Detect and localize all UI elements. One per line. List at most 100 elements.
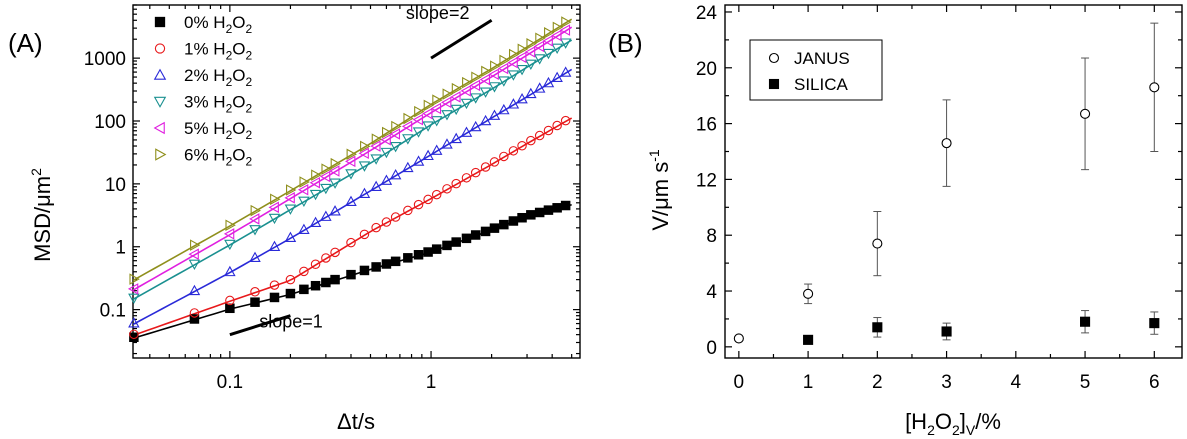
marker-series-4 [533, 40, 545, 53]
marker-series-0 [359, 265, 370, 276]
marker-series-2 [533, 82, 546, 93]
marker-bg [1080, 109, 1090, 119]
marker-series-5 [442, 88, 453, 100]
point-janus-1 [803, 288, 814, 299]
marker-series-5 [190, 239, 201, 251]
x-tick-label: 5 [1080, 372, 1091, 393]
marker-series-0 [508, 216, 519, 226]
marker-series-2 [128, 317, 140, 328]
panel-b-y-axis-label-sup: -1 [646, 149, 662, 162]
marker-series-5 [403, 112, 414, 125]
marker-series-0 [526, 210, 536, 220]
marker-series-5 [299, 176, 310, 188]
marker-series-0 [423, 247, 433, 257]
marker-series-5 [526, 38, 537, 50]
y-tick-label: 100 [94, 112, 126, 133]
marker-series-1 [310, 259, 321, 270]
marker-series-1 [431, 189, 442, 200]
legend-label-part: 2 [246, 155, 253, 169]
x-tick-label: 0.1 [217, 372, 243, 393]
marker-series-2 [412, 155, 425, 166]
marker-series-0 [189, 314, 200, 324]
x-tick-label: 3 [941, 372, 952, 393]
marker-series-1 [489, 157, 500, 167]
panel-a-y-axis-label-sup: 2 [28, 168, 44, 176]
marker-series-1 [461, 173, 472, 183]
marker-series-5 [225, 219, 236, 231]
marker-series-3 [329, 178, 341, 189]
marker-series-5 [561, 16, 572, 28]
marker-series-1 [552, 120, 562, 131]
marker-series-0 [129, 332, 139, 342]
legend-marker-janus [768, 52, 780, 64]
slope-2-guide [430, 19, 493, 60]
marker-series-0 [381, 259, 392, 269]
marker-series-0 [470, 230, 481, 240]
marker-series-5 [330, 157, 342, 170]
point-silica-2 [941, 326, 952, 337]
marker-series-2 [380, 174, 393, 185]
marker-series-5 [286, 184, 297, 196]
panel-a-y-axis-label: MSD/μm2 [28, 168, 55, 262]
marker-series-0 [403, 253, 413, 263]
panel-b-y-axis-label: V/μm s-1 [646, 149, 673, 231]
marker-series-1 [470, 167, 481, 178]
panel-a-x-axis-label: Δt/s [337, 409, 375, 434]
marker-series-3 [422, 121, 434, 132]
marker-series-1 [346, 237, 356, 248]
point-silica-4 [1149, 318, 1160, 329]
marker-series-2 [284, 231, 297, 242]
marker-series-0 [451, 237, 461, 247]
marker-series-4 [401, 120, 413, 133]
marker-series-2 [402, 161, 414, 173]
marker-series-4 [284, 192, 295, 204]
point-janus-3 [941, 138, 952, 149]
marker-series-1 [359, 229, 370, 240]
marker-series-3 [298, 196, 310, 208]
marker-series-3 [320, 183, 332, 195]
marker-series-3 [370, 154, 382, 165]
marker-series-0 [431, 244, 442, 254]
legend-label-2: 2% H2O2 [184, 66, 253, 89]
marker-series-5 [552, 21, 564, 34]
marker-series-3 [380, 147, 393, 159]
marker-series-1 [442, 184, 452, 194]
marker-series-1 [285, 274, 296, 285]
marker-series-3 [309, 189, 322, 201]
point-janus-4 [1080, 108, 1091, 119]
point-janus-2 [872, 238, 883, 249]
annotation-0: slope=1 [259, 311, 323, 331]
marker-series-4 [422, 107, 433, 120]
marker-series-1 [508, 146, 519, 156]
marker-series-4 [460, 85, 471, 97]
marker-series-5 [414, 105, 425, 118]
legend-label-part: O [232, 93, 245, 112]
legend-box [749, 39, 883, 101]
marker-series-2 [358, 187, 371, 198]
marker-series-1 [321, 253, 331, 263]
legend-label-4: 5% H2O2 [184, 119, 253, 142]
marker-series-1 [413, 199, 424, 210]
panel-a-axes: 0.1 1 0.1 1 10 100 1000 [84, 4, 580, 393]
marker-series-3 [525, 59, 537, 71]
marker-series-2 [551, 71, 563, 82]
marker-series-5 [250, 204, 261, 217]
marker-series-5 [346, 148, 357, 161]
marker-series-4 [430, 102, 442, 115]
legend-label-part: 3% H [184, 93, 226, 112]
marker-series-5 [517, 43, 529, 55]
fit-line-5 [132, 18, 573, 282]
marker-series-5 [499, 54, 510, 67]
panel-b-x-axis-label-part4: /% [975, 409, 1001, 434]
marker-series-1 [499, 151, 509, 162]
marker-series-5 [391, 120, 402, 133]
marker-series-1 [250, 287, 260, 297]
legend-label-part: O [232, 146, 245, 165]
y-tick-label: 24 [696, 3, 718, 24]
marker-series-3 [488, 82, 501, 93]
marker-series-0 [489, 223, 500, 233]
marker-series-1 [269, 280, 280, 290]
marker-series-2 [309, 216, 322, 228]
